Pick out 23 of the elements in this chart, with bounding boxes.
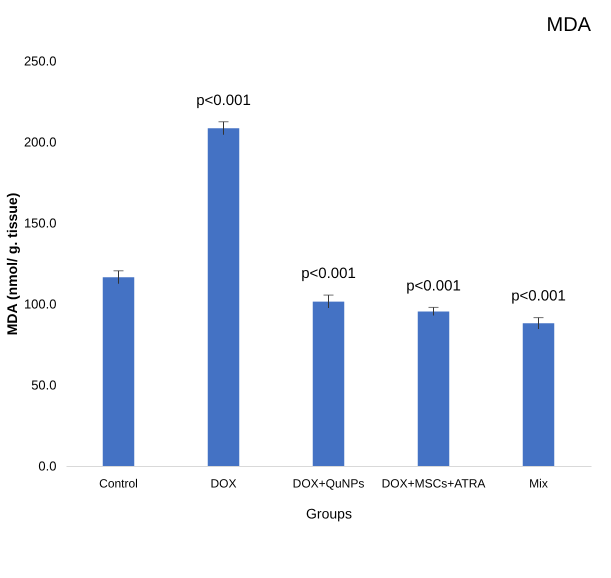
annotation: p<0.001 xyxy=(196,92,251,109)
y-tick-label: 200.0 xyxy=(24,134,56,150)
y-tick-label: 100.0 xyxy=(24,296,56,312)
y-tick-label: 250.0 xyxy=(24,54,56,68)
bar xyxy=(312,302,344,466)
y-tick-label: 0.0 xyxy=(38,458,56,474)
bar xyxy=(418,311,450,466)
x-tick-label: DOX+MSCs+ATRA xyxy=(382,476,486,490)
chart-title: MDA xyxy=(546,14,592,36)
x-tick-label: DOX xyxy=(210,476,237,490)
bar xyxy=(208,128,240,466)
x-tick-label: Control xyxy=(99,476,138,490)
x-tick-label: DOX+QuNPs xyxy=(292,476,364,490)
annotation: p<0.001 xyxy=(301,265,356,282)
y-tick-label: 150.0 xyxy=(24,216,56,230)
y-axis-title: MDA (nmol/ g. tissue) xyxy=(4,192,20,336)
bar xyxy=(522,323,554,466)
annotation: p<0.001 xyxy=(406,277,461,294)
y-tick-label: 50.0 xyxy=(31,378,56,392)
bar xyxy=(102,277,134,466)
annotation: p<0.001 xyxy=(511,288,566,305)
x-tick-label: Mix xyxy=(529,476,548,490)
x-axis-title: Groups xyxy=(306,506,352,522)
